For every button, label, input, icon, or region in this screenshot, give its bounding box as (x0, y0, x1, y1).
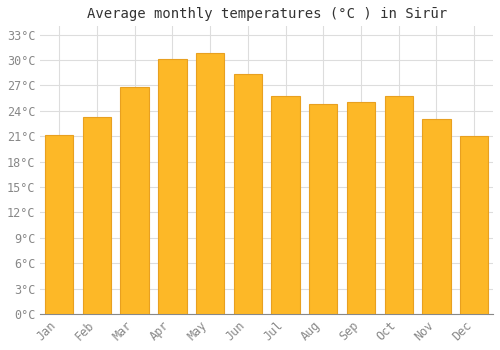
Bar (422, 119, 450, 314)
Bar (196, 53, 224, 314)
Bar (384, 97, 413, 314)
Bar (158, 59, 186, 314)
Bar (120, 87, 149, 314)
Bar (83, 117, 111, 314)
Title: Average monthly temperatures (°C ) in Sirūr: Average monthly temperatures (°C ) in Si… (86, 7, 446, 21)
Bar (45, 134, 74, 314)
Bar (460, 136, 488, 314)
Bar (234, 75, 262, 314)
Bar (347, 102, 375, 314)
Bar (272, 97, 299, 314)
Bar (309, 104, 338, 314)
